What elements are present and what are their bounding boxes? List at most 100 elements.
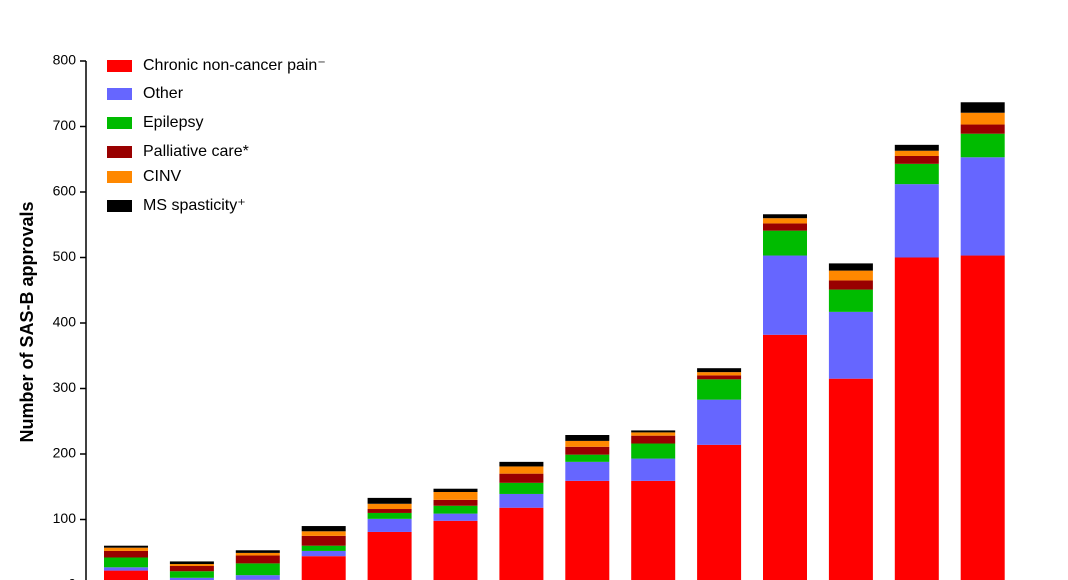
bar-segment <box>104 557 148 568</box>
bar-segment <box>631 458 676 481</box>
bar-segment <box>565 454 610 462</box>
y-tick-label: 700 <box>53 117 77 133</box>
bar-segment <box>235 552 280 556</box>
bar-segment <box>235 575 280 580</box>
bar-segment <box>763 218 807 224</box>
bar-segment <box>433 488 478 492</box>
bar-segment <box>697 379 742 400</box>
bar-segment <box>169 564 214 567</box>
bar-segment <box>697 444 742 580</box>
bar-segment <box>565 461 610 481</box>
y-tick-label: 800 <box>53 52 77 68</box>
bar-segment <box>499 461 544 467</box>
legend-label: Epilepsy <box>143 114 203 131</box>
bar-segment <box>828 289 873 312</box>
bar-segment <box>433 513 478 521</box>
bar-segment <box>960 112 1005 125</box>
bar-segment <box>499 482 544 494</box>
bar-segment <box>565 446 610 455</box>
bar-segment <box>828 270 873 281</box>
bar-segment <box>235 555 280 564</box>
bar-segment <box>565 440 610 447</box>
y-tick-label: 300 <box>53 379 77 395</box>
bar-segment <box>104 547 148 551</box>
bar-segment <box>104 545 148 548</box>
bar-segment <box>763 255 807 335</box>
legend-label: CINV <box>143 168 182 185</box>
bar-segment <box>499 493 544 508</box>
bar-segment <box>301 545 346 551</box>
y-tick-label: 400 <box>53 314 77 330</box>
bar-segment <box>235 563 280 576</box>
bar-segment <box>828 263 873 271</box>
bar-segment <box>367 503 412 510</box>
bar-segment <box>960 157 1005 256</box>
bar-segment <box>301 535 346 546</box>
bar-segment <box>367 509 412 513</box>
bar-segment <box>367 518 412 532</box>
y-axis-label: Number of SAS-B approvals <box>17 201 37 442</box>
bar-segment <box>104 550 148 558</box>
y-tick-label: 200 <box>53 445 77 461</box>
bar-segment <box>235 550 280 553</box>
legend-swatch <box>107 146 132 158</box>
bar-segment <box>894 257 939 580</box>
bar-segment <box>301 550 346 557</box>
bar-segment <box>565 480 610 580</box>
legend-swatch <box>107 60 132 72</box>
bar-segment <box>894 150 939 156</box>
bar-segment <box>631 480 676 580</box>
bar-segment <box>499 466 544 474</box>
bar-segment <box>499 507 544 580</box>
bar-segment <box>367 497 412 504</box>
bar-segment <box>433 520 478 580</box>
bar-segment <box>301 531 346 536</box>
bar-segment <box>169 577 214 580</box>
bar-segment <box>301 526 346 532</box>
bar-segment <box>433 491 478 500</box>
bar-segment <box>828 280 873 290</box>
legend-swatch <box>107 88 132 100</box>
bar-segment <box>763 214 807 219</box>
bar-segment <box>697 375 742 380</box>
bar-segment <box>894 144 939 151</box>
bar-segment <box>894 155 939 164</box>
bar-segment <box>631 430 676 433</box>
y-tick-label: 100 <box>53 510 77 526</box>
bar-segment <box>960 133 1005 158</box>
y-tick-label: 500 <box>53 248 77 264</box>
legend-label: MS spasticity⁺ <box>143 197 246 214</box>
bar-segment <box>697 399 742 445</box>
legend-label: Chronic non-cancer pain⁻ <box>143 57 326 74</box>
legend-label: Palliative care* <box>143 143 249 160</box>
bar-segment <box>960 255 1005 580</box>
y-tick-label: 0 <box>68 576 76 580</box>
legend-label: Other <box>143 85 184 102</box>
bar-segment <box>697 372 742 376</box>
bar-segment <box>433 499 478 506</box>
bar-segment <box>763 334 807 580</box>
bar-segment <box>828 378 873 580</box>
bar-segment <box>433 505 478 514</box>
legend-swatch <box>107 200 132 212</box>
bar-segment <box>960 102 1005 113</box>
bar-segment <box>960 124 1005 134</box>
bar-segment <box>367 512 412 519</box>
bar-segment <box>631 435 676 444</box>
bar-segment <box>169 561 214 565</box>
bar-segment <box>894 184 939 258</box>
legend-swatch <box>107 117 132 129</box>
bar-segment <box>763 230 807 256</box>
bar-segment <box>169 571 214 578</box>
bar-segment <box>301 556 346 580</box>
bar-segment <box>169 566 214 572</box>
bar-segment <box>631 432 676 436</box>
y-tick-label: 600 <box>53 183 77 199</box>
bar-segment <box>367 531 412 580</box>
bar-segment <box>104 570 148 580</box>
bar-segment <box>104 567 148 571</box>
bar-segment <box>565 435 610 441</box>
bar-segment <box>828 311 873 379</box>
bar-segment <box>631 443 676 459</box>
